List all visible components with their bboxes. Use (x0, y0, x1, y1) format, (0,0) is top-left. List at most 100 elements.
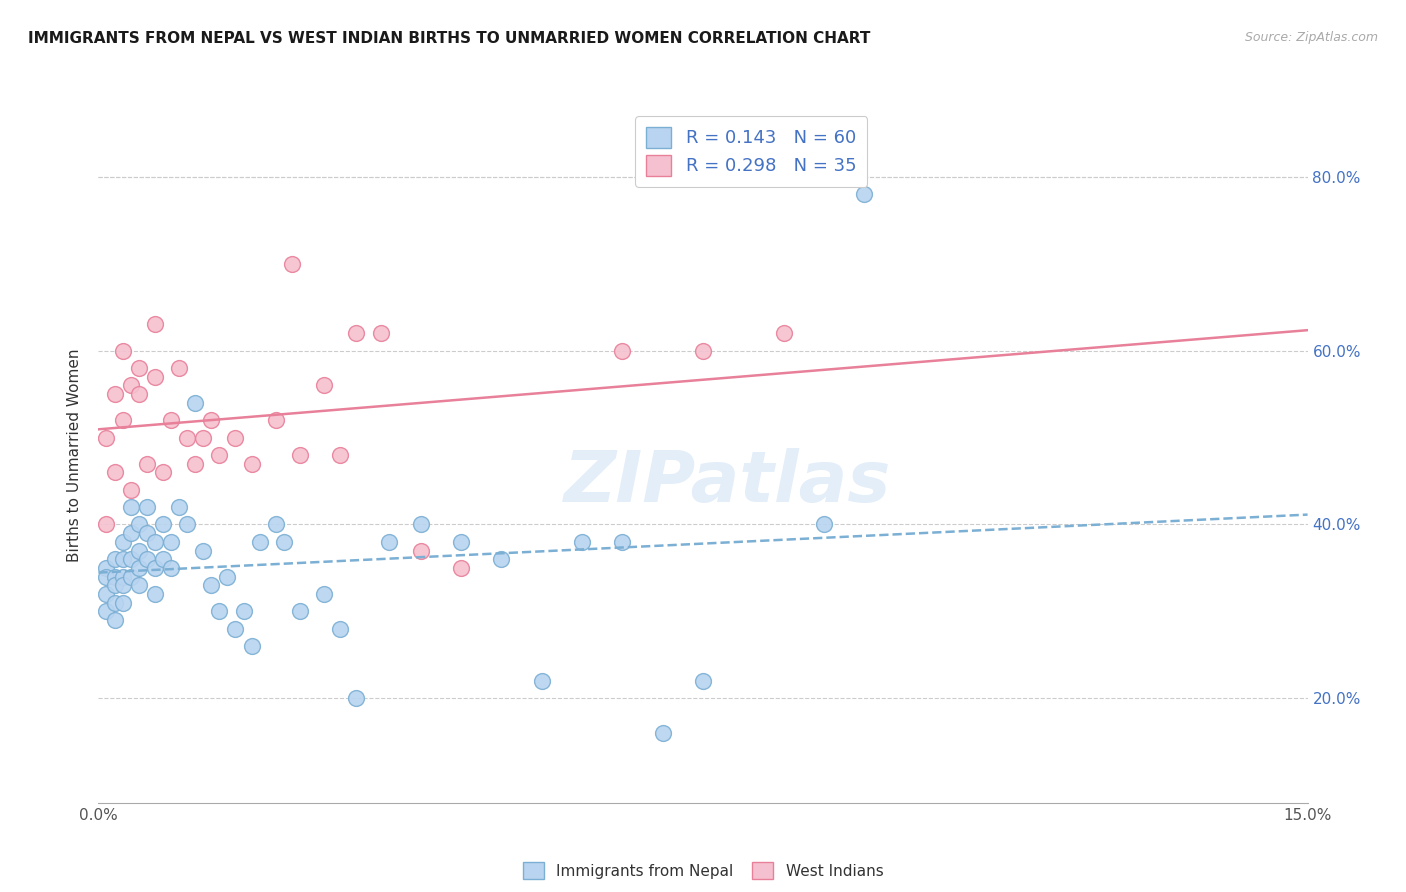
Point (96, 570, 118, 584)
Point (96, 561, 118, 575)
Point (111, 578, 134, 592)
Point (240, 457, 263, 471)
Point (120, 570, 142, 584)
Point (288, 448, 311, 462)
Point (314, 587, 336, 601)
Point (120, 552, 142, 566)
Point (273, 534, 295, 549)
Point (160, 413, 183, 427)
Point (160, 534, 183, 549)
Point (135, 457, 157, 471)
Point (103, 552, 125, 566)
Point (128, 361, 150, 376)
Point (329, 448, 352, 462)
Point (167, 361, 190, 376)
Point (143, 369, 166, 384)
Point (128, 561, 150, 575)
Point (96, 430, 118, 444)
Point (232, 605, 254, 619)
Point (224, 430, 246, 444)
Point (120, 526, 142, 541)
Point (135, 500, 157, 514)
Point (288, 605, 311, 619)
Point (200, 413, 222, 427)
Point (193, 543, 215, 558)
Point (176, 430, 198, 444)
Y-axis label: Births to Unmarried Women: Births to Unmarried Women (67, 348, 83, 562)
Point (103, 578, 125, 592)
Point (184, 457, 207, 471)
Point (111, 552, 134, 566)
Point (612, 343, 634, 358)
Point (103, 387, 125, 401)
Point (853, 186, 876, 201)
Point (193, 430, 215, 444)
Point (249, 534, 271, 549)
Point (344, 691, 367, 706)
Point (128, 517, 150, 532)
Point (96, 605, 118, 619)
Point (370, 326, 392, 340)
Point (128, 578, 150, 592)
Point (111, 343, 134, 358)
Point (128, 543, 150, 558)
Point (344, 326, 367, 340)
Point (281, 257, 304, 271)
Point (264, 517, 287, 532)
Point (377, 534, 399, 549)
Point (120, 500, 142, 514)
Point (184, 395, 207, 409)
Point (530, 674, 553, 689)
Point (111, 596, 134, 610)
Point (224, 622, 246, 636)
Point (264, 413, 287, 427)
Point (208, 605, 231, 619)
Point (409, 517, 432, 532)
Point (409, 543, 432, 558)
Point (120, 378, 142, 392)
Point (120, 483, 142, 497)
Point (103, 613, 125, 627)
Point (143, 587, 166, 601)
Point (103, 466, 125, 480)
Point (217, 570, 239, 584)
Point (128, 387, 150, 401)
Point (208, 448, 231, 462)
Point (103, 570, 125, 584)
Point (329, 622, 352, 636)
Point (143, 318, 166, 332)
Point (772, 326, 794, 340)
Text: ZIPatlas: ZIPatlas (564, 449, 891, 517)
Point (111, 413, 134, 427)
Point (96, 517, 118, 532)
Point (160, 561, 183, 575)
Text: Source: ZipAtlas.com: Source: ZipAtlas.com (1244, 31, 1378, 45)
Point (571, 534, 593, 549)
Point (813, 517, 835, 532)
Point (96, 587, 118, 601)
Point (651, 726, 673, 740)
Point (143, 534, 166, 549)
Text: IMMIGRANTS FROM NEPAL VS WEST INDIAN BIRTHS TO UNMARRIED WOMEN CORRELATION CHART: IMMIGRANTS FROM NEPAL VS WEST INDIAN BIR… (28, 31, 870, 46)
Point (152, 517, 174, 532)
Point (450, 534, 472, 549)
Point (176, 517, 198, 532)
Point (200, 578, 222, 592)
Point (314, 378, 336, 392)
Point (135, 526, 157, 541)
Point (450, 561, 472, 575)
Point (111, 534, 134, 549)
Point (152, 552, 174, 566)
Point (103, 596, 125, 610)
Point (692, 343, 714, 358)
Point (491, 552, 513, 566)
Point (240, 639, 263, 653)
Point (135, 552, 157, 566)
Legend: Immigrants from Nepal, West Indians: Immigrants from Nepal, West Indians (516, 855, 890, 886)
Point (167, 500, 190, 514)
Point (111, 570, 134, 584)
Point (152, 466, 174, 480)
Point (612, 534, 634, 549)
Point (692, 674, 714, 689)
Point (143, 561, 166, 575)
